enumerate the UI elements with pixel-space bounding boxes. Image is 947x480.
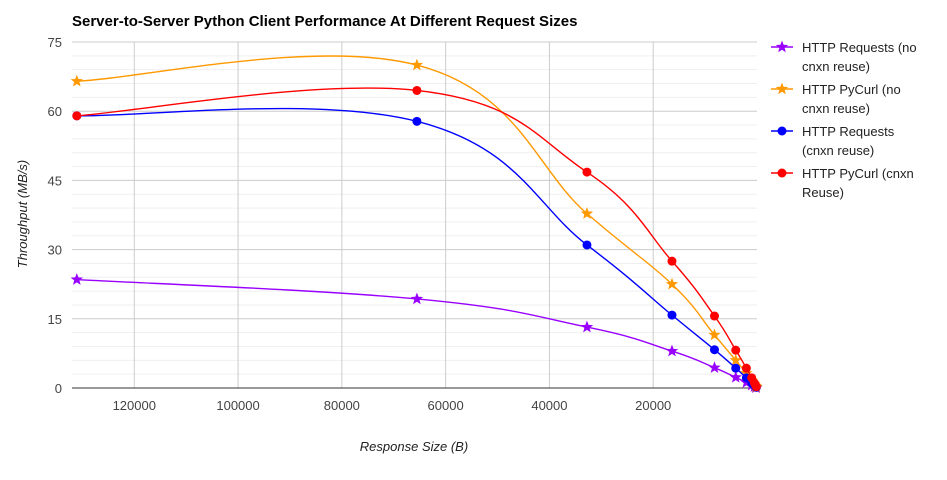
series-2: [70, 55, 763, 393]
legend-label-line: (cnxn reuse): [802, 143, 874, 158]
series-4: [72, 85, 761, 392]
legend: HTTP Requests (no cnxn reuse)HTTP PyCurl …: [771, 40, 917, 200]
y-tick-label: 45: [48, 173, 62, 188]
x-tick-label: 40000: [531, 398, 567, 413]
data-point: [582, 240, 592, 250]
data-point: [70, 273, 83, 285]
legend-marker: [775, 82, 789, 95]
y-tick-label: 30: [48, 243, 62, 258]
data-point: [412, 85, 422, 95]
data-point: [731, 363, 741, 373]
legend-label: HTTP Requests (no cnxn reuse): [802, 40, 917, 74]
y-axis-title: Throughput (MB/s): [15, 160, 30, 268]
y-tick-label: 0: [55, 381, 62, 396]
x-tick-label: 60000: [428, 398, 464, 413]
data-point: [708, 361, 721, 373]
x-tick-label: 100000: [216, 398, 259, 413]
data-point: [667, 256, 677, 266]
data-point: [751, 382, 761, 392]
series-3: [72, 107, 761, 392]
legend-label: HTTP PyCurl (cnxn Reuse): [802, 166, 914, 200]
legend-label-line: HTTP Requests (no: [802, 40, 917, 55]
series-line: [76, 87, 757, 388]
legend-marker: [777, 168, 787, 178]
data-point: [709, 311, 719, 321]
legend-label-line: HTTP PyCurl (no: [802, 82, 901, 97]
legend-label-line: HTTP PyCurl (cnxn: [802, 166, 914, 181]
x-tick-label: 120000: [113, 398, 156, 413]
legend-label-line: HTTP Requests: [802, 124, 895, 139]
data-point: [580, 207, 594, 219]
data-point: [665, 344, 679, 357]
legend-marker: [775, 40, 789, 53]
x-tick-label: 80000: [324, 398, 360, 413]
data-point: [580, 320, 594, 333]
series-layer: [70, 55, 763, 393]
data-point: [410, 292, 424, 305]
data-point: [729, 370, 742, 383]
data-point: [665, 277, 679, 290]
legend-marker: [777, 126, 787, 136]
y-tick-label: 15: [48, 312, 62, 327]
data-point: [709, 345, 719, 355]
data-point: [582, 167, 592, 177]
legend-item[interactable]: HTTP Requests (no cnxn reuse): [771, 40, 917, 74]
data-point: [731, 345, 741, 355]
legend-item[interactable]: HTTP PyCurl (cnxn Reuse): [771, 166, 914, 200]
data-point: [708, 328, 721, 341]
data-point: [70, 74, 83, 87]
legend-label: HTTP Requests (cnxn reuse): [802, 124, 895, 158]
grid: [72, 41, 757, 388]
data-point: [667, 310, 677, 320]
data-point: [412, 116, 422, 126]
x-axis-title: Response Size (B): [360, 439, 468, 454]
legend-item[interactable]: HTTP PyCurl (no cnxn reuse): [771, 82, 901, 116]
x-tick-label: 20000: [635, 398, 671, 413]
chart-title: Server-to-Server Python Client Performan…: [72, 13, 577, 30]
legend-label: HTTP PyCurl (no cnxn reuse): [802, 82, 901, 116]
y-tick-label: 60: [48, 104, 62, 119]
legend-item[interactable]: HTTP Requests (cnxn reuse): [771, 124, 895, 158]
legend-label-line: cnxn reuse): [802, 59, 870, 74]
y-tick-label: 75: [48, 35, 62, 50]
axes: 0 15 30 45 60 75 120000 100000 80000 60000 40000 20…: [48, 35, 757, 413]
data-point: [741, 363, 751, 373]
data-point: [729, 353, 742, 366]
legend-label-line: Reuse): [802, 185, 844, 200]
data-point: [410, 58, 424, 71]
legend-label-line: cnxn reuse): [802, 101, 870, 116]
data-point: [72, 111, 82, 121]
